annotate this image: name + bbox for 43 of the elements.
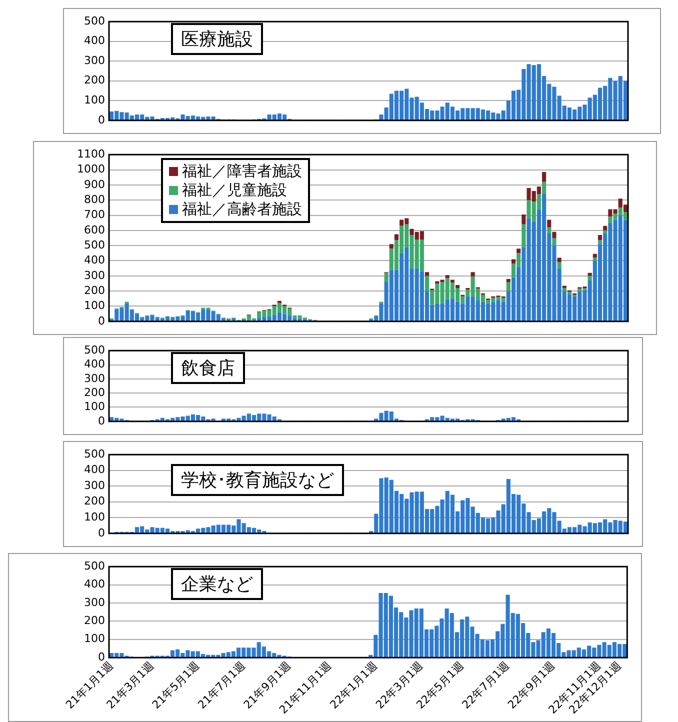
text: 学校･教育施設など (171, 464, 344, 496)
y-tick-label: 500 (84, 447, 105, 460)
y-tick-label: 500 (84, 14, 105, 28)
legend-label: 福祉／児童施設 (182, 181, 287, 200)
y-tick-label: 200 (84, 74, 105, 87)
y-tick-label: 500 (84, 238, 105, 252)
y-tick-label: 1100 (77, 147, 105, 160)
y-tick-label: 200 (84, 494, 105, 508)
y-tick-label: 700 (84, 208, 105, 222)
y-tick-label: 100 (84, 400, 105, 414)
y-tick-label: 300 (84, 268, 105, 282)
y-tick-label: 300 (84, 54, 105, 67)
chart-title: 企業など (171, 568, 263, 600)
chart-title: 医療施設 (171, 23, 263, 55)
y-tick-label: 200 (84, 284, 105, 297)
legend-label: 福祉／障害者施設 (182, 162, 302, 181)
y-tick-label: 1000 (77, 162, 105, 176)
y-tick-label: 600 (84, 223, 105, 236)
y-tick-label: 100 (84, 299, 105, 312)
legend-label: 福祉／高齢者施設 (182, 200, 302, 219)
y-tick-label: 200 (84, 386, 105, 399)
y-tick-label: 200 (84, 614, 105, 628)
y-tick-label: 0 (98, 526, 105, 540)
y-tick-label: 0 (98, 314, 105, 328)
y-tick-label: 100 (84, 94, 105, 106)
y-tick-label: 0 (98, 414, 105, 428)
y-tick-label: 400 (84, 463, 105, 476)
y-tick-label: 500 (84, 559, 105, 572)
y-tick-label: 800 (84, 192, 105, 206)
y-tick-label: 400 (84, 254, 105, 267)
y-tick-label: 0 (98, 113, 105, 126)
y-tick-label: 400 (84, 578, 105, 591)
y-tick-label: 400 (84, 34, 105, 48)
y-tick-label: 300 (84, 372, 105, 385)
y-tick-label: 0 (98, 650, 105, 664)
y-tick-label: 400 (84, 358, 105, 371)
y-tick-label: 300 (84, 478, 105, 492)
chart-title: 飲食店 (171, 352, 245, 384)
y-tick-label: 100 (84, 632, 105, 646)
y-tick-label: 300 (84, 596, 105, 609)
y-tick-label: 100 (84, 510, 105, 524)
y-tick-label: 900 (84, 178, 105, 191)
y-tick-label: 500 (84, 343, 105, 356)
